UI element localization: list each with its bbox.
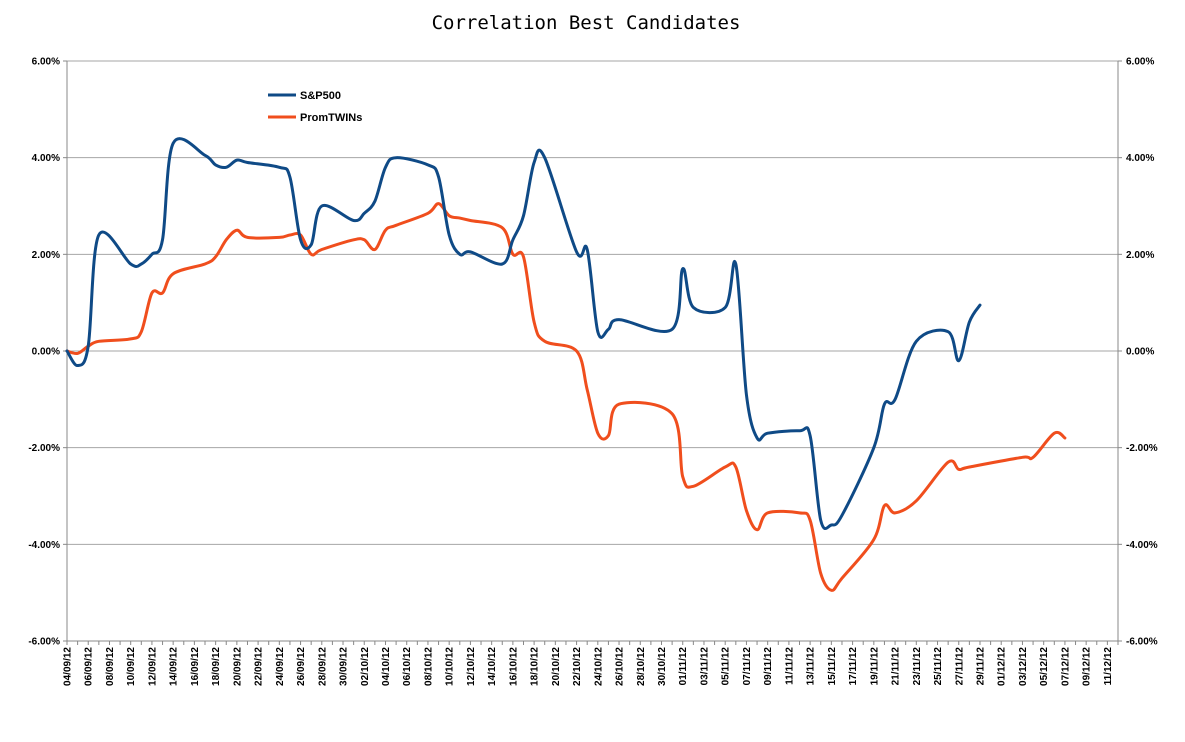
- x-tick-label: 11/11/12: [784, 647, 795, 685]
- x-tick-label: 21/11/12: [891, 647, 902, 686]
- x-tick-label: 27/11/12: [954, 647, 965, 686]
- x-tick-label: 01/12/12: [997, 647, 1008, 686]
- x-tick-label: 07/12/12: [1060, 647, 1071, 686]
- x-tick-label: 18/09/12: [211, 647, 222, 686]
- x-tick-label: 20/09/12: [232, 647, 243, 686]
- grid-lines: [67, 60, 1118, 642]
- x-tick-label: 13/11/12: [806, 647, 817, 686]
- x-tick-label: 02/10/12: [360, 647, 371, 686]
- y-tick-label-left: -2.00%: [28, 443, 60, 454]
- x-tick-label: 04/10/12: [381, 647, 392, 686]
- x-tick-label: 10/10/12: [445, 647, 456, 686]
- x-tick-label: 15/11/12: [827, 647, 838, 686]
- series-line-promtwins: [65, 202, 1067, 592]
- x-tick-label: 09/12/12: [1082, 647, 1093, 686]
- x-tick-label: 01/11/12: [678, 647, 689, 686]
- y-tick-label-left: 4.00%: [32, 153, 60, 164]
- y-tick-label-left: 0.00%: [32, 347, 60, 358]
- x-tick-label: 03/11/12: [699, 647, 710, 686]
- x-tick-label: 19/11/12: [869, 647, 880, 686]
- x-tick-label: 26/09/12: [296, 647, 307, 686]
- x-tick-label: 24/09/12: [275, 647, 286, 686]
- x-tick-label: 30/09/12: [339, 647, 350, 686]
- x-tick-label: 08/09/12: [105, 647, 116, 686]
- y-tick-label-right: 6.00%: [1126, 57, 1154, 68]
- y-tick-label-left: 2.00%: [32, 250, 60, 261]
- y-tick-label-left: -4.00%: [28, 540, 60, 551]
- x-tick-label: 28/09/12: [317, 647, 328, 686]
- x-tick-label: 09/11/12: [763, 647, 774, 686]
- x-tick-label: 05/11/12: [721, 647, 732, 686]
- x-tick-label: 16/09/12: [190, 647, 201, 686]
- x-tick-label: 17/11/12: [848, 647, 859, 686]
- y-tick-label-right: -2.00%: [1126, 443, 1158, 454]
- x-tick-label: 10/09/12: [126, 647, 137, 686]
- x-tick-label: 07/11/12: [742, 647, 753, 686]
- chart-title: Correlation Best Candidates: [431, 12, 741, 34]
- x-tick-label: 05/12/12: [1039, 647, 1050, 686]
- x-tick-label: 16/10/12: [508, 647, 519, 686]
- y-tick-label-left: 6.00%: [32, 57, 60, 68]
- x-tick-label: 06/09/12: [84, 647, 95, 686]
- x-tick-label: 25/11/12: [933, 647, 944, 686]
- x-tick-label: 29/11/12: [975, 647, 986, 686]
- x-tick-label: 30/10/12: [657, 647, 668, 686]
- series-lines: [65, 137, 1067, 592]
- x-tick-label: 12/10/12: [466, 647, 477, 686]
- x-tick-label: 14/10/12: [487, 647, 498, 686]
- x-tick-label: 03/12/12: [1018, 647, 1029, 686]
- x-tick-label: 14/09/12: [169, 647, 180, 686]
- x-tick-label: 06/10/12: [402, 647, 413, 686]
- x-tick-label: 26/10/12: [615, 647, 626, 686]
- x-axis-ticks: 04/09/12 06/09/12 08/09/12 10/09/12 12/09/12…: [63, 647, 1114, 686]
- y-tick-label-right: 4.00%: [1126, 153, 1154, 164]
- x-tick-label: 22/09/12: [254, 647, 265, 686]
- x-tick-label: 11/12/12: [1103, 647, 1114, 686]
- y-axis-right-ticks: 6.00% 4.00% 2.00% 0.00% -2.00% -4.00% -6.00%: [1126, 57, 1158, 648]
- series-line-s-p500: [65, 137, 982, 530]
- x-tick-label: 04/09/12: [63, 647, 74, 686]
- legend-label-s-p500: S&P500: [300, 90, 341, 102]
- x-tick-label: 28/10/12: [636, 647, 647, 686]
- x-tick-label: 22/10/12: [572, 647, 583, 686]
- x-tick-label: 24/10/12: [593, 647, 604, 686]
- y-tick-label-right: 2.00%: [1126, 250, 1154, 261]
- x-tick-label: 12/09/12: [147, 647, 158, 686]
- legend-label-promtwins: PromTWINs: [300, 112, 362, 124]
- y-tick-label-right: 0.00%: [1126, 347, 1154, 358]
- y-tick-label-right: -6.00%: [1126, 637, 1158, 648]
- y-tick-label-right: -4.00%: [1126, 540, 1158, 551]
- legend: S&P500 PromTWINs: [268, 90, 362, 124]
- y-tick-label-left: -6.00%: [28, 637, 60, 648]
- x-tick-label: 18/10/12: [530, 647, 541, 686]
- x-tick-label: 08/10/12: [423, 647, 434, 686]
- y-axis-left-ticks: 6.00% 4.00% 2.00% 0.00% -2.00% -4.00% -6.00%: [28, 57, 60, 648]
- x-tick-label: 23/11/12: [912, 647, 923, 686]
- x-tick-label: 20/10/12: [551, 647, 562, 686]
